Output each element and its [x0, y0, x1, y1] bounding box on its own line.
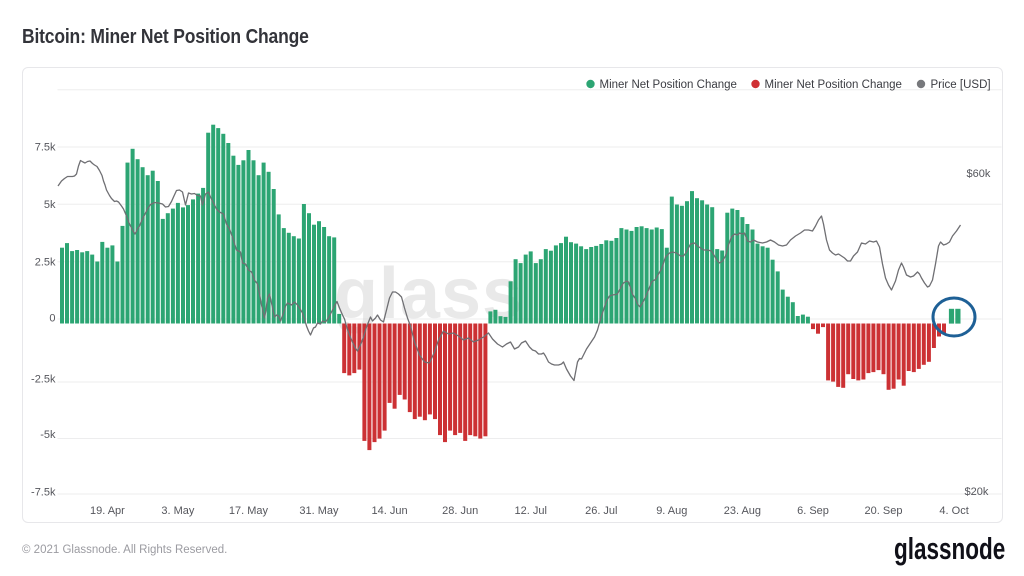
svg-text:23. Aug: 23. Aug	[723, 505, 760, 517]
svg-text:26. Jul: 26. Jul	[585, 505, 617, 517]
svg-text:3. May: 3. May	[161, 505, 195, 517]
svg-text:28. Jun: 28. Jun	[442, 505, 478, 517]
svg-text:19. Apr: 19. Apr	[89, 505, 124, 517]
svg-text:6. Sep: 6. Sep	[797, 505, 829, 517]
svg-text:4. Oct: 4. Oct	[939, 505, 968, 517]
svg-text:-7.5k: -7.5k	[31, 486, 56, 498]
svg-text:-5k: -5k	[40, 429, 56, 441]
svg-text:Miner Net Position Change: Miner Net Position Change	[764, 79, 901, 91]
svg-text:31. May: 31. May	[299, 505, 339, 517]
svg-text:Price [USD]: Price [USD]	[930, 79, 990, 91]
svg-text:9. Aug: 9. Aug	[656, 505, 687, 517]
svg-text:20. Sep: 20. Sep	[864, 505, 902, 517]
svg-text:12. Jul: 12. Jul	[514, 505, 546, 517]
svg-text:5k: 5k	[43, 199, 55, 211]
svg-text:7.5k: 7.5k	[34, 141, 55, 153]
svg-text:$20k: $20k	[964, 486, 988, 498]
svg-text:14. Jun: 14. Jun	[371, 505, 407, 517]
svg-text:Miner Net Position Change: Miner Net Position Change	[599, 79, 736, 91]
svg-text:-2.5k: -2.5k	[31, 373, 56, 385]
svg-text:2.5k: 2.5k	[34, 256, 55, 268]
svg-text:17. May: 17. May	[228, 505, 268, 517]
svg-text:$60k: $60k	[966, 168, 990, 180]
svg-text:0: 0	[49, 312, 55, 324]
